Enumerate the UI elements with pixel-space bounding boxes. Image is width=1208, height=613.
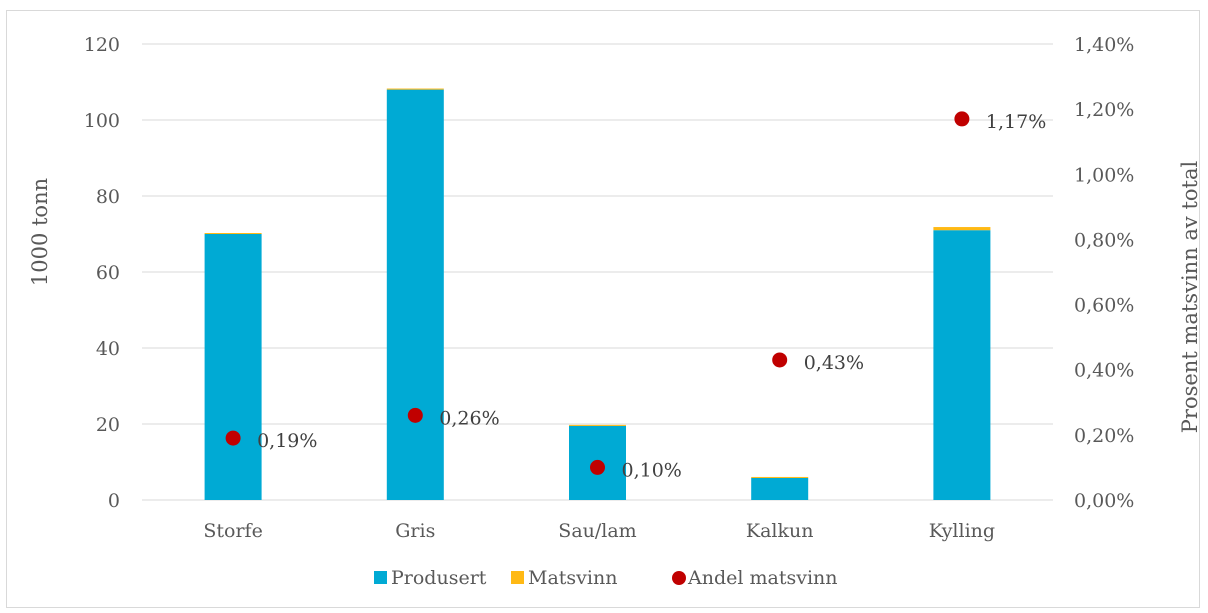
bar-matsvinn bbox=[751, 476, 809, 478]
legend-marker-andel-matsvinn bbox=[672, 571, 686, 585]
y2-tick-label: 0,80% bbox=[1074, 229, 1134, 251]
x-axis-ticks: Storfe Gris Sau/lam Kalkun Kylling bbox=[203, 520, 995, 542]
point-andel-matsvinn bbox=[954, 111, 970, 127]
data-label-andel-matsvinn: 0,26% bbox=[439, 407, 499, 429]
y-tick-label: 40 bbox=[96, 338, 120, 360]
x-tick-label: Kalkun bbox=[746, 520, 814, 542]
y2-tick-label: 0,20% bbox=[1074, 425, 1134, 447]
legend-label-produsert: Produsert bbox=[391, 567, 487, 589]
y-tick-label: 80 bbox=[96, 186, 120, 208]
legend-label-matsvinn: Matsvinn bbox=[528, 567, 617, 589]
data-label-andel-matsvinn: 0,19% bbox=[257, 430, 317, 452]
data-label-andel-matsvinn: 1,17% bbox=[986, 111, 1046, 133]
points: 0,19% 0,26% 0,10% 0,43% 1,17% bbox=[225, 111, 1046, 481]
point-andel-matsvinn bbox=[590, 459, 605, 475]
bar-matsvinn bbox=[204, 233, 262, 234]
y2-tick-label: 1,40% bbox=[1074, 34, 1134, 56]
y2-tick-label: 1,20% bbox=[1074, 99, 1134, 121]
x-tick-label: Kylling bbox=[929, 520, 995, 542]
bar-matsvinn bbox=[569, 424, 626, 426]
point-andel-matsvinn bbox=[225, 430, 241, 446]
y-tick-label: 0 bbox=[108, 490, 120, 512]
bar-produsert bbox=[933, 230, 991, 500]
right-axis-ticks: 0,00% 0,20% 0,40% 0,60% 0,80% 1,00% 1,20% 1,40% bbox=[1074, 34, 1134, 512]
y-axis-title: 1000 tonn bbox=[28, 178, 52, 286]
point-andel-matsvinn bbox=[772, 352, 788, 368]
y-tick-label: 20 bbox=[96, 414, 120, 436]
left-axis-ticks: 0 20 40 60 80 100 120 bbox=[84, 34, 120, 512]
x-tick-label: Sau/lam bbox=[558, 520, 636, 542]
y-tick-label: 120 bbox=[84, 34, 120, 56]
legend: Produsert Matsvinn Andel matsvinn bbox=[374, 567, 838, 589]
y-tick-label: 100 bbox=[84, 110, 120, 132]
bar-produsert bbox=[204, 234, 262, 500]
data-label-andel-matsvinn: 0,10% bbox=[622, 459, 682, 481]
legend-swatch-produsert bbox=[374, 571, 387, 584]
point-andel-matsvinn bbox=[407, 407, 423, 423]
y-tick-label: 60 bbox=[96, 262, 120, 284]
bar-matsvinn bbox=[933, 227, 991, 231]
data-label-andel-matsvinn: 0,43% bbox=[804, 352, 864, 374]
y2-tick-label: 0,00% bbox=[1074, 490, 1134, 512]
legend-label-andel-matsvinn: Andel matsvinn bbox=[687, 567, 838, 589]
y2-tick-label: 1,00% bbox=[1074, 164, 1134, 186]
x-tick-label: Storfe bbox=[203, 520, 262, 542]
bar-produsert bbox=[751, 477, 809, 500]
bars bbox=[204, 88, 991, 500]
x-tick-label: Gris bbox=[395, 520, 435, 542]
y2-axis-title: Prosent matsvinn av total bbox=[1178, 161, 1202, 434]
y2-tick-label: 0,60% bbox=[1074, 295, 1134, 317]
legend-swatch-matsvinn bbox=[511, 571, 524, 584]
y2-tick-label: 0,40% bbox=[1074, 360, 1134, 382]
bar-produsert bbox=[386, 89, 444, 500]
gridlines bbox=[142, 43, 1053, 501]
bar-matsvinn bbox=[386, 88, 444, 90]
